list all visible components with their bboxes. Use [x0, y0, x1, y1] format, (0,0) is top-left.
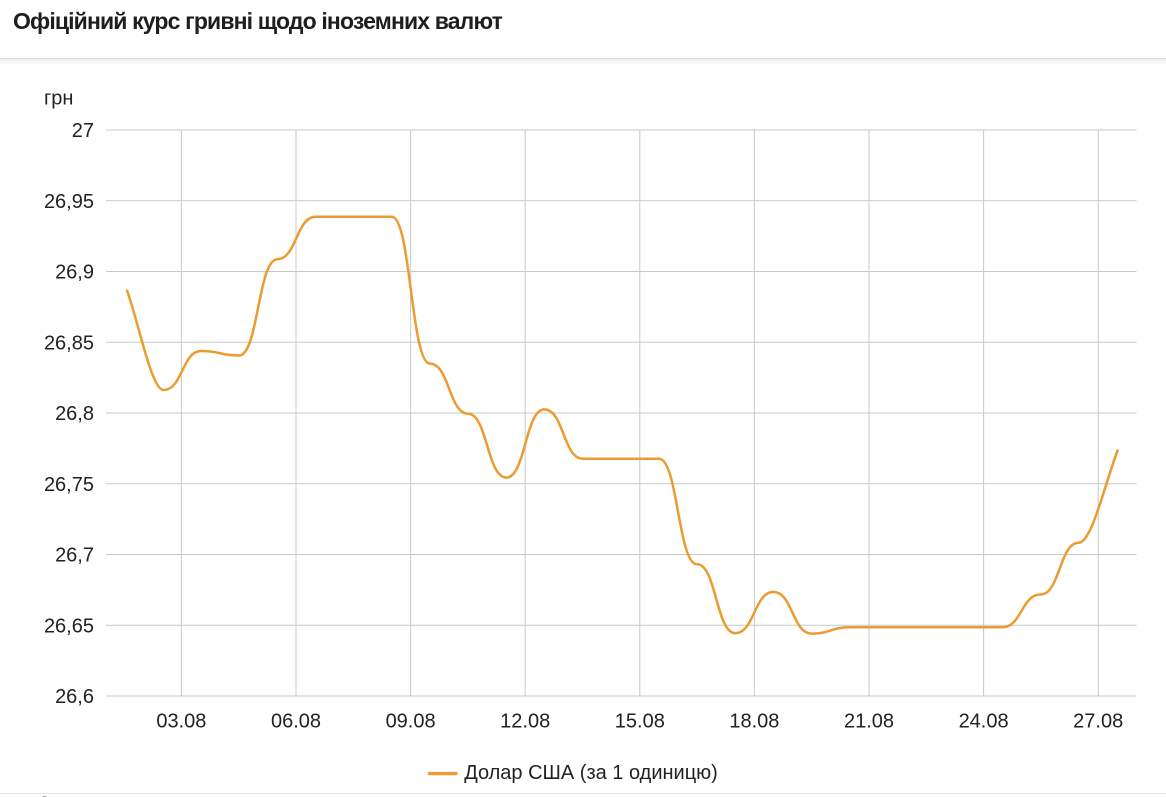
svg-text:26,85: 26,85	[44, 332, 94, 354]
svg-text:21.08: 21.08	[844, 711, 894, 733]
svg-text:15.08: 15.08	[615, 711, 665, 733]
svg-text:грн: грн	[44, 88, 73, 110]
svg-text:Офіційний курс гривні щодо іно: Офіційний курс гривні щодо іноземних вал…	[13, 8, 503, 34]
svg-text:26,7: 26,7	[55, 545, 94, 567]
svg-text:06.08: 06.08	[271, 711, 321, 733]
svg-text:26,75: 26,75	[44, 474, 94, 496]
svg-text:27: 27	[72, 120, 94, 142]
svg-text:03.08: 03.08	[156, 711, 206, 733]
svg-text:18.08: 18.08	[729, 711, 779, 733]
svg-text:26,65: 26,65	[44, 615, 94, 637]
svg-text:26,95: 26,95	[44, 191, 94, 213]
svg-text:24.08: 24.08	[959, 711, 1009, 733]
svg-text:12.08: 12.08	[500, 711, 550, 733]
svg-text:Долар США (за 1 одиницю): Долар США (за 1 одиницю)	[464, 762, 718, 784]
svg-text:09.08: 09.08	[386, 711, 436, 733]
svg-text:26,6: 26,6	[55, 686, 94, 708]
svg-text:27.08: 27.08	[1073, 711, 1123, 733]
svg-text:26,9: 26,9	[55, 262, 94, 284]
svg-text:26,8: 26,8	[55, 403, 94, 425]
